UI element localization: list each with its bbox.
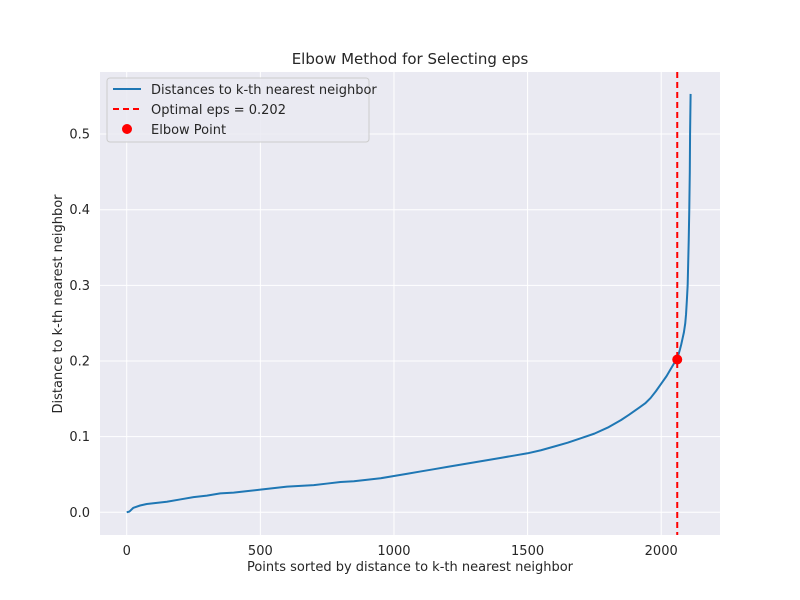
series-line-distances (126, 93, 692, 514)
plot-background (100, 72, 720, 535)
chart-title: Elbow Method for Selecting eps (292, 50, 529, 68)
legend-label-elbow: Elbow Point (151, 123, 226, 138)
y-tick-label: 0.4 (69, 203, 90, 218)
y-tick-label: 0.1 (69, 430, 90, 445)
y-tick-label: 0.2 (69, 354, 90, 369)
legend-label-distances: Distances to k-th nearest neighbor (151, 83, 377, 98)
x-tick-label: 500 (248, 544, 273, 559)
elbow-point (672, 354, 683, 365)
series-area (126, 72, 692, 535)
x-tick-label: 1500 (511, 544, 544, 559)
x-axis-label: Points sorted by distance to k-th neares… (247, 560, 574, 575)
y-tick-label: 0.0 (69, 506, 90, 521)
grid (100, 72, 720, 535)
x-tick-label: 0 (123, 544, 131, 559)
legend: Distances to k-th nearest neighbor Optim… (106, 77, 377, 143)
y-tick-label: 0.3 (69, 279, 90, 294)
legend-box (106, 77, 370, 143)
y-tick-label: 0.5 (69, 128, 90, 143)
x-tick-label: 1000 (377, 544, 410, 559)
y-axis-label: Distance to k-th nearest neighbor (51, 194, 66, 414)
legend-label-eps: Optimal eps = 0.202 (151, 103, 286, 118)
legend-elbow-marker (122, 124, 132, 134)
x-tick-label: 2000 (645, 544, 678, 559)
tick-labels: 0 500 1000 1500 2000 0.0 0.1 0.2 0.3 0.4 0.5 (69, 128, 677, 559)
